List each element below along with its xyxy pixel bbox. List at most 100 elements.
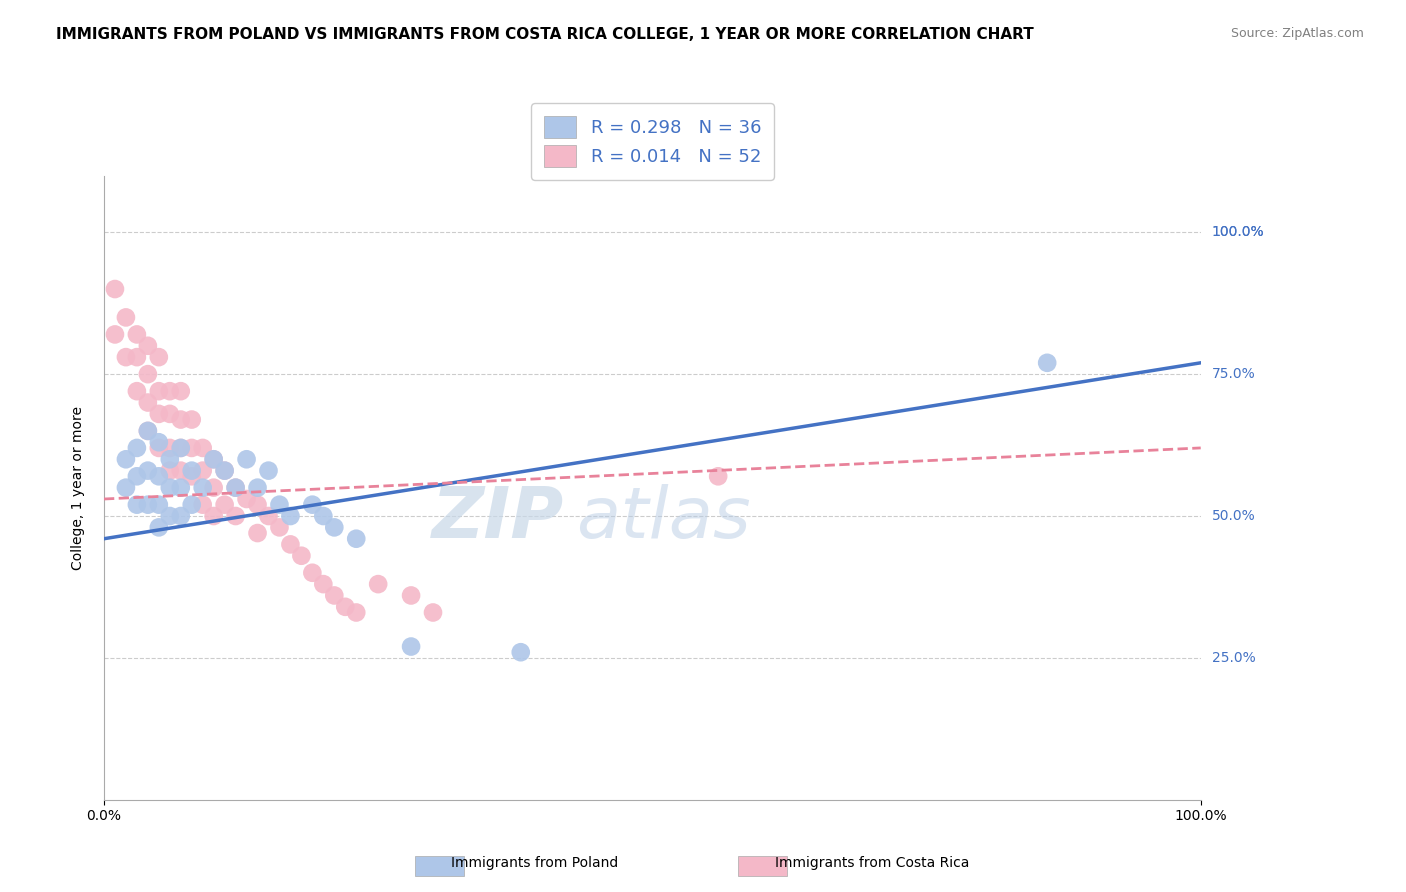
Point [125,384,148,399]
Point [202,481,225,495]
Text: ZIP: ZIP [433,484,565,553]
Point [136,395,159,409]
Point [115,350,138,364]
Point [180,412,202,426]
Point [269,498,291,512]
Point [104,282,127,296]
Point [136,424,159,438]
Point [170,441,193,455]
Point [136,424,159,438]
Point [202,509,225,524]
Point [269,520,291,534]
Point [399,640,422,654]
Point [301,566,323,580]
Point [257,509,280,524]
Point [115,310,138,325]
Point [290,549,312,563]
Point [202,452,225,467]
Point [246,481,269,495]
Point [399,589,422,603]
Point [170,509,193,524]
Point [159,481,181,495]
Point [115,481,138,495]
Point [125,469,148,483]
Point [323,520,346,534]
Point [344,532,367,546]
Point [312,509,335,524]
Point [136,339,159,353]
Text: 100.0%: 100.0% [1212,226,1264,239]
Text: atlas: atlas [575,484,751,553]
Point [159,407,181,421]
Point [367,577,389,591]
Point [235,491,257,506]
Point [170,384,193,399]
Point [170,464,193,478]
Point [225,481,247,495]
Point [280,537,302,551]
Point [125,350,148,364]
Point [509,645,531,659]
Point [159,452,181,467]
Text: 100.0%: 100.0% [1212,226,1264,239]
Point [125,441,148,455]
Y-axis label: College, 1 year or more: College, 1 year or more [72,406,86,570]
Text: 75.0%: 75.0% [1212,368,1256,381]
Point [148,441,170,455]
Point [191,481,214,495]
Text: 25.0%: 25.0% [1212,651,1256,665]
Text: Immigrants from Poland: Immigrants from Poland [451,855,617,870]
Point [246,526,269,541]
Point [125,327,148,342]
Point [246,498,269,512]
Point [1036,356,1059,370]
Point [257,464,280,478]
Point [159,464,181,478]
Point [159,384,181,399]
Point [148,407,170,421]
Point [148,498,170,512]
Point [202,452,225,467]
Legend: R = 0.298   N = 36, R = 0.014   N = 52: R = 0.298 N = 36, R = 0.014 N = 52 [531,103,773,180]
Point [159,509,181,524]
Point [312,577,335,591]
Point [180,469,202,483]
Text: Immigrants from Costa Rica: Immigrants from Costa Rica [775,855,969,870]
Point [344,606,367,620]
Point [214,498,236,512]
Point [148,469,170,483]
Point [707,469,730,483]
Point [191,441,214,455]
Point [148,520,170,534]
Point [170,412,193,426]
Point [214,464,236,478]
Point [235,452,257,467]
Point [104,327,127,342]
Point [180,464,202,478]
Point [159,441,181,455]
Point [170,441,193,455]
Point [115,452,138,467]
Point [225,509,247,524]
Point [225,481,247,495]
Point [214,464,236,478]
Point [191,498,214,512]
Point [180,498,202,512]
Point [136,464,159,478]
Point [148,435,170,450]
Point [301,498,323,512]
Point [125,498,148,512]
Point [148,350,170,364]
Point [335,599,357,614]
Point [280,509,302,524]
Text: 50.0%: 50.0% [1212,509,1256,523]
Point [323,589,346,603]
Point [422,606,444,620]
Point [191,464,214,478]
Text: IMMIGRANTS FROM POLAND VS IMMIGRANTS FROM COSTA RICA COLLEGE, 1 YEAR OR MORE COR: IMMIGRANTS FROM POLAND VS IMMIGRANTS FRO… [56,27,1033,42]
Point [170,481,193,495]
Text: Source: ZipAtlas.com: Source: ZipAtlas.com [1230,27,1364,40]
Point [136,367,159,381]
Point [180,441,202,455]
Point [148,384,170,399]
